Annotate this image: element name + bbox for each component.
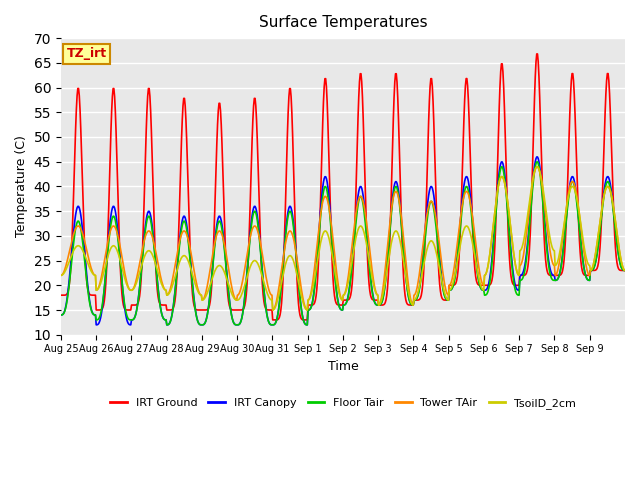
Tower TAir xyxy=(227,279,235,285)
Tower TAir xyxy=(621,267,629,273)
TsoilD_2cm xyxy=(269,307,276,313)
Floor Tair xyxy=(533,159,541,165)
TsoilD_2cm xyxy=(57,273,65,278)
IRT Canopy xyxy=(255,233,263,239)
Line: IRT Canopy: IRT Canopy xyxy=(61,157,625,325)
Tower TAir xyxy=(434,226,442,231)
IRT Ground xyxy=(621,267,629,273)
IRT Canopy xyxy=(402,273,410,278)
TsoilD_2cm xyxy=(434,255,442,261)
Title: Surface Temperatures: Surface Temperatures xyxy=(259,15,428,30)
Floor Tair xyxy=(163,322,171,328)
IRT Ground xyxy=(434,240,442,246)
Floor Tair xyxy=(124,313,131,319)
Floor Tair xyxy=(57,312,65,318)
TsoilD_2cm xyxy=(255,263,262,268)
IRT Ground xyxy=(277,308,285,313)
Tower TAir xyxy=(269,307,276,313)
IRT Ground xyxy=(533,51,541,57)
Floor Tair xyxy=(228,312,236,318)
Line: TsoilD_2cm: TsoilD_2cm xyxy=(61,167,625,310)
Line: IRT Ground: IRT Ground xyxy=(61,54,625,320)
Line: Floor Tair: Floor Tair xyxy=(61,162,625,325)
X-axis label: Time: Time xyxy=(328,360,358,373)
IRT Ground xyxy=(124,307,131,313)
TsoilD_2cm xyxy=(124,283,131,288)
Tower TAir xyxy=(402,259,410,264)
IRT Canopy xyxy=(533,154,541,160)
IRT Canopy xyxy=(92,322,100,328)
IRT Ground xyxy=(255,185,262,191)
Tower TAir xyxy=(255,232,262,238)
IRT Canopy xyxy=(434,229,442,235)
TsoilD_2cm xyxy=(277,283,285,288)
TsoilD_2cm xyxy=(227,288,235,294)
Tower TAir xyxy=(277,272,285,277)
Y-axis label: Temperature (C): Temperature (C) xyxy=(15,135,28,237)
IRT Ground xyxy=(269,317,276,323)
IRT Ground xyxy=(402,297,410,303)
Text: TZ_irt: TZ_irt xyxy=(67,48,107,60)
Tower TAir xyxy=(57,273,65,278)
Floor Tair xyxy=(255,237,263,243)
IRT Canopy xyxy=(57,312,65,318)
Line: Tower TAir: Tower TAir xyxy=(61,167,625,310)
IRT Canopy xyxy=(621,267,629,273)
TsoilD_2cm xyxy=(402,274,410,279)
IRT Ground xyxy=(227,306,235,312)
IRT Ground xyxy=(57,292,65,298)
Floor Tair xyxy=(277,288,285,293)
Floor Tair xyxy=(434,238,442,244)
Tower TAir xyxy=(124,280,131,286)
Tower TAir xyxy=(533,164,541,169)
Floor Tair xyxy=(402,274,410,280)
IRT Canopy xyxy=(228,312,236,318)
IRT Canopy xyxy=(277,286,285,292)
IRT Canopy xyxy=(124,320,132,325)
Floor Tair xyxy=(621,267,629,273)
TsoilD_2cm xyxy=(621,267,629,273)
TsoilD_2cm xyxy=(533,164,541,169)
Legend: IRT Ground, IRT Canopy, Floor Tair, Tower TAir, TsoilD_2cm: IRT Ground, IRT Canopy, Floor Tair, Towe… xyxy=(106,394,580,413)
